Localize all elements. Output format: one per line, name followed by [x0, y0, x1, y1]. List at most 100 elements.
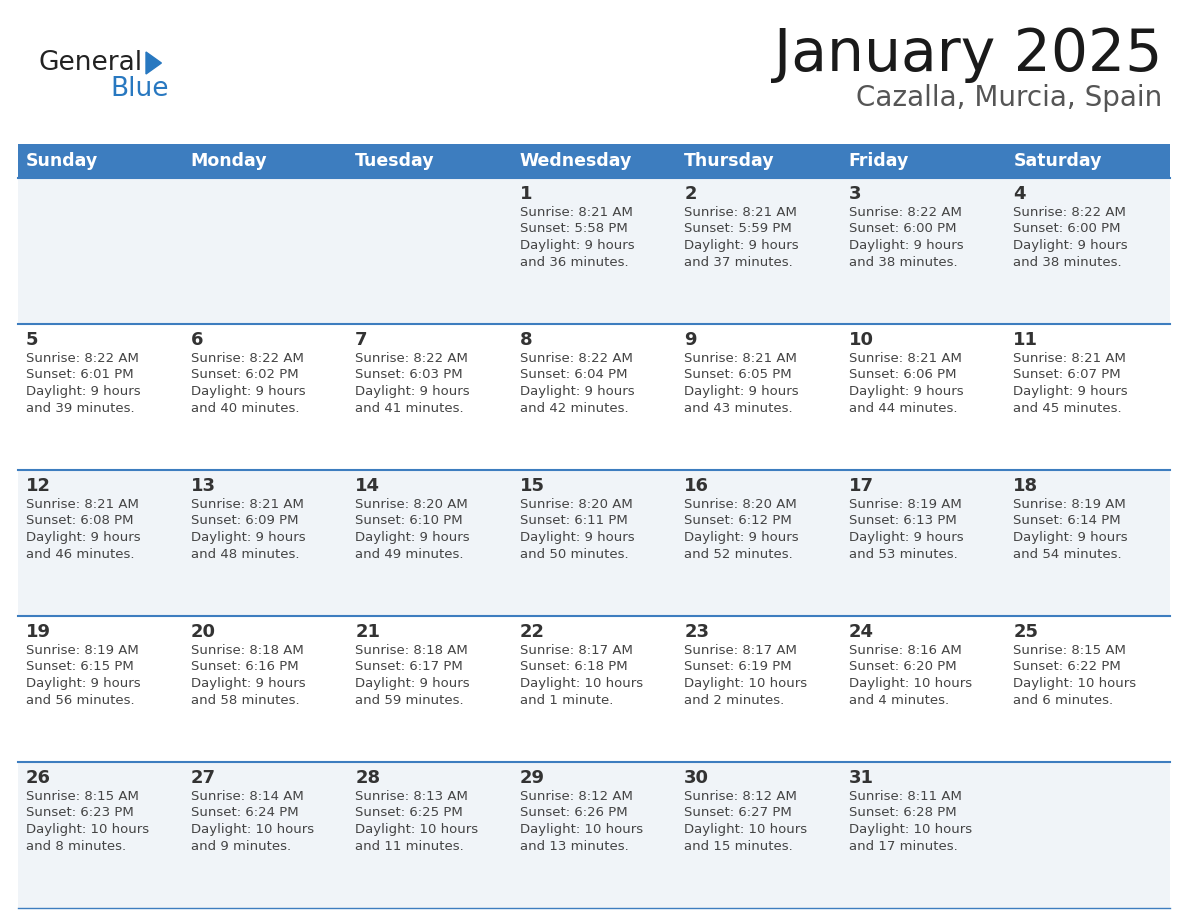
Text: and 11 minutes.: and 11 minutes. [355, 839, 463, 853]
Text: and 56 minutes.: and 56 minutes. [26, 693, 134, 707]
Text: Sunset: 6:04 PM: Sunset: 6:04 PM [519, 368, 627, 382]
Text: Sunrise: 8:11 AM: Sunrise: 8:11 AM [849, 790, 962, 803]
Text: and 6 minutes.: and 6 minutes. [1013, 693, 1113, 707]
Text: 25: 25 [1013, 623, 1038, 641]
Text: Sunset: 5:58 PM: Sunset: 5:58 PM [519, 222, 627, 236]
Text: Daylight: 9 hours: Daylight: 9 hours [849, 385, 963, 398]
Text: 8: 8 [519, 331, 532, 349]
Text: Daylight: 9 hours: Daylight: 9 hours [1013, 239, 1129, 252]
Text: and 38 minutes.: and 38 minutes. [849, 255, 958, 268]
Text: and 37 minutes.: and 37 minutes. [684, 255, 794, 268]
Bar [18, 178, 1170, 324]
Text: and 48 minutes.: and 48 minutes. [190, 547, 299, 561]
Text: Sunrise: 8:12 AM: Sunrise: 8:12 AM [684, 790, 797, 803]
Text: Sunrise: 8:17 AM: Sunrise: 8:17 AM [519, 644, 632, 657]
Text: Daylight: 9 hours: Daylight: 9 hours [519, 239, 634, 252]
Text: Sunset: 6:23 PM: Sunset: 6:23 PM [26, 807, 134, 820]
Text: Sunrise: 8:22 AM: Sunrise: 8:22 AM [26, 352, 139, 365]
Text: and 1 minute.: and 1 minute. [519, 693, 613, 707]
Text: Sunrise: 8:19 AM: Sunrise: 8:19 AM [26, 644, 139, 657]
Text: Sunrise: 8:22 AM: Sunrise: 8:22 AM [355, 352, 468, 365]
Text: Sunday: Sunday [26, 152, 99, 170]
Text: Sunset: 6:26 PM: Sunset: 6:26 PM [519, 807, 627, 820]
Text: Sunset: 6:22 PM: Sunset: 6:22 PM [1013, 660, 1121, 674]
Bar [18, 470, 1170, 616]
Text: Sunset: 6:13 PM: Sunset: 6:13 PM [849, 514, 956, 528]
Text: 24: 24 [849, 623, 874, 641]
Text: Daylight: 10 hours: Daylight: 10 hours [1013, 677, 1137, 690]
Text: and 45 minutes.: and 45 minutes. [1013, 401, 1121, 415]
Text: and 59 minutes.: and 59 minutes. [355, 693, 463, 707]
Text: Sunrise: 8:12 AM: Sunrise: 8:12 AM [519, 790, 632, 803]
Text: Sunrise: 8:13 AM: Sunrise: 8:13 AM [355, 790, 468, 803]
Text: 5: 5 [26, 331, 38, 349]
Text: Sunset: 6:17 PM: Sunset: 6:17 PM [355, 660, 463, 674]
Text: Sunrise: 8:16 AM: Sunrise: 8:16 AM [849, 644, 961, 657]
Text: and 52 minutes.: and 52 minutes. [684, 547, 794, 561]
Text: and 2 minutes.: and 2 minutes. [684, 693, 784, 707]
Text: 20: 20 [190, 623, 215, 641]
Text: 19: 19 [26, 623, 51, 641]
Polygon shape [146, 52, 162, 74]
Text: and 4 minutes.: and 4 minutes. [849, 693, 949, 707]
Text: Sunset: 6:06 PM: Sunset: 6:06 PM [849, 368, 956, 382]
Text: Sunrise: 8:21 AM: Sunrise: 8:21 AM [684, 206, 797, 219]
Text: 31: 31 [849, 769, 874, 787]
Text: Daylight: 10 hours: Daylight: 10 hours [684, 677, 808, 690]
Text: and 46 minutes.: and 46 minutes. [26, 547, 134, 561]
Text: 26: 26 [26, 769, 51, 787]
Text: Friday: Friday [849, 152, 909, 170]
Text: Thursday: Thursday [684, 152, 775, 170]
Text: and 53 minutes.: and 53 minutes. [849, 547, 958, 561]
Text: Sunrise: 8:21 AM: Sunrise: 8:21 AM [684, 352, 797, 365]
Text: Sunset: 6:28 PM: Sunset: 6:28 PM [849, 807, 956, 820]
Text: Sunrise: 8:22 AM: Sunrise: 8:22 AM [1013, 206, 1126, 219]
Text: Blue: Blue [110, 76, 169, 102]
Text: and 40 minutes.: and 40 minutes. [190, 401, 299, 415]
Text: Sunset: 6:19 PM: Sunset: 6:19 PM [684, 660, 792, 674]
Text: 3: 3 [849, 185, 861, 203]
Text: Sunrise: 8:17 AM: Sunrise: 8:17 AM [684, 644, 797, 657]
Text: and 58 minutes.: and 58 minutes. [190, 693, 299, 707]
Text: Sunrise: 8:20 AM: Sunrise: 8:20 AM [355, 498, 468, 511]
Text: and 36 minutes.: and 36 minutes. [519, 255, 628, 268]
Text: and 50 minutes.: and 50 minutes. [519, 547, 628, 561]
Text: Monday: Monday [190, 152, 267, 170]
Text: Daylight: 9 hours: Daylight: 9 hours [1013, 531, 1129, 544]
Text: Sunset: 6:16 PM: Sunset: 6:16 PM [190, 660, 298, 674]
Text: Daylight: 9 hours: Daylight: 9 hours [26, 677, 140, 690]
Text: Sunset: 6:18 PM: Sunset: 6:18 PM [519, 660, 627, 674]
Text: Daylight: 9 hours: Daylight: 9 hours [849, 531, 963, 544]
Text: and 9 minutes.: and 9 minutes. [190, 839, 291, 853]
Text: 16: 16 [684, 477, 709, 495]
Text: Sunrise: 8:21 AM: Sunrise: 8:21 AM [26, 498, 139, 511]
Text: 17: 17 [849, 477, 874, 495]
Text: Sunrise: 8:14 AM: Sunrise: 8:14 AM [190, 790, 303, 803]
Text: Daylight: 10 hours: Daylight: 10 hours [26, 823, 150, 836]
Bar [18, 762, 1170, 908]
Text: Sunrise: 8:19 AM: Sunrise: 8:19 AM [1013, 498, 1126, 511]
Text: Daylight: 9 hours: Daylight: 9 hours [1013, 385, 1129, 398]
Text: Wednesday: Wednesday [519, 152, 632, 170]
Text: and 17 minutes.: and 17 minutes. [849, 839, 958, 853]
Text: Sunset: 6:02 PM: Sunset: 6:02 PM [190, 368, 298, 382]
Text: Daylight: 9 hours: Daylight: 9 hours [190, 531, 305, 544]
Text: Daylight: 10 hours: Daylight: 10 hours [849, 677, 972, 690]
Text: Sunset: 6:03 PM: Sunset: 6:03 PM [355, 368, 463, 382]
Text: Daylight: 9 hours: Daylight: 9 hours [190, 385, 305, 398]
Text: Daylight: 9 hours: Daylight: 9 hours [355, 531, 469, 544]
Text: and 43 minutes.: and 43 minutes. [684, 401, 792, 415]
Text: 10: 10 [849, 331, 874, 349]
Text: Saturday: Saturday [1013, 152, 1102, 170]
Text: Daylight: 9 hours: Daylight: 9 hours [684, 531, 798, 544]
Text: 11: 11 [1013, 331, 1038, 349]
Text: and 8 minutes.: and 8 minutes. [26, 839, 126, 853]
Text: 27: 27 [190, 769, 215, 787]
Text: 4: 4 [1013, 185, 1026, 203]
Text: Daylight: 10 hours: Daylight: 10 hours [519, 677, 643, 690]
Text: Sunset: 6:15 PM: Sunset: 6:15 PM [26, 660, 134, 674]
Text: Sunset: 6:07 PM: Sunset: 6:07 PM [1013, 368, 1121, 382]
Text: Sunset: 6:10 PM: Sunset: 6:10 PM [355, 514, 463, 528]
Text: 6: 6 [190, 331, 203, 349]
Text: Sunrise: 8:20 AM: Sunrise: 8:20 AM [684, 498, 797, 511]
